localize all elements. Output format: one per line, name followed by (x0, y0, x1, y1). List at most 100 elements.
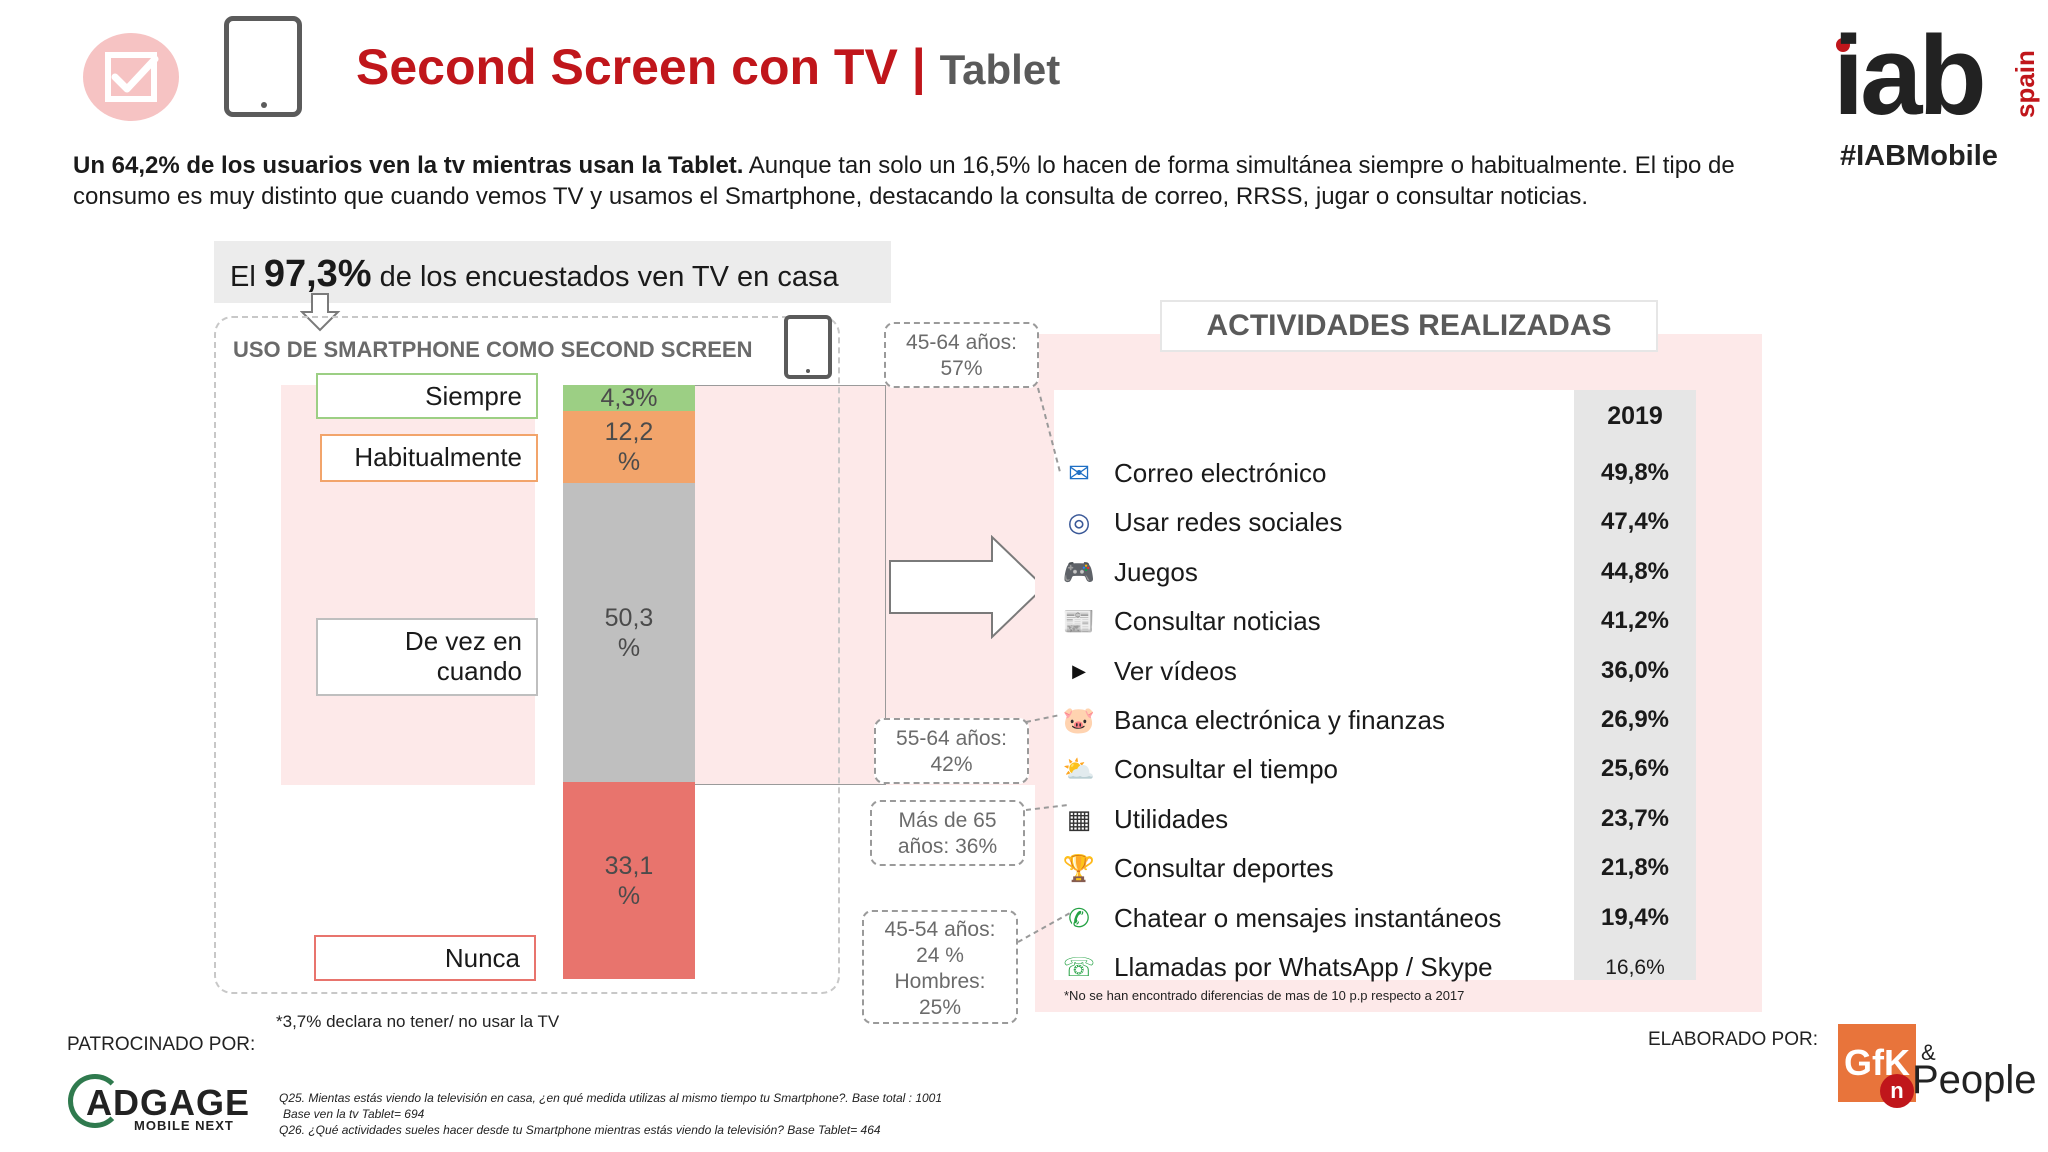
stack-value-label-1: 4,3% (600, 383, 658, 412)
tv-stat: El 97,3% de los encuestados ven TV en ca… (230, 253, 839, 295)
activity-value: 47,4% (1600, 508, 1670, 536)
activity-label: Llamadas por WhatsApp / Skype (1114, 952, 1493, 982)
gamepad-icon: 🎮 (1062, 556, 1096, 587)
activity-value: 36,0% (1600, 656, 1670, 684)
checkbox-icon (83, 33, 179, 121)
page-title: Second Screen con TV | Tablet (356, 39, 1061, 95)
activities-title: ACTIVIDADES REALIZADAS (1160, 300, 1658, 352)
stack-category-label-4: Nunca (314, 935, 536, 981)
stack-segment-3 (563, 483, 695, 783)
connector-vertical (885, 385, 886, 785)
whatsapp-icon: ✆ (1068, 902, 1090, 933)
activity-label: Chatear o mensajes instantáneos (1114, 902, 1502, 933)
weather-icon: ⛅ (1062, 754, 1096, 785)
trophy-icon: 🏆 (1062, 853, 1096, 884)
activity-row: 🎮 Juegos 44,8% (1060, 553, 1696, 593)
activity-row: ✉ Correo electrónico 49,8% (1060, 454, 1696, 494)
activities-table (1054, 390, 1574, 980)
stack-category-label-2: Habitualmente (320, 434, 538, 482)
stack-segment-4 (563, 782, 695, 979)
activity-value: 16,6% (1605, 956, 1665, 979)
activity-label: Usar redes sociales (1114, 507, 1343, 538)
connector-bottom (695, 784, 886, 785)
activity-row: ▶ Ver vídeos 36,0% (1060, 652, 1696, 692)
question-q25-base: Base ven la tv Tablet= 694 (283, 1107, 425, 1121)
adgage-logo-sub: MOBILE NEXT (134, 1118, 234, 1133)
tv-stat-box (214, 241, 891, 303)
intro-rest: Aunque tan solo un 16,5% lo hacen de for… (73, 152, 1735, 210)
year-column-header: 2019 (1607, 402, 1663, 430)
iab-logo: iab (1833, 13, 1987, 138)
big-right-arrow (889, 535, 1046, 639)
connector-top (695, 385, 886, 386)
whatsapp-skype-icon: ☏ (1062, 952, 1096, 982)
stack-value-label-2: 12,2% (604, 417, 654, 476)
activity-row: 🐷 Banca electrónica y finanzas 26,9% (1060, 701, 1696, 741)
age-bubble-4: 45-54 años: 24 % Hombres: 25% (862, 910, 1018, 1024)
elaborated-label: ELABORADO POR: (1648, 1029, 1818, 1050)
section-title: USO DE SMARTPHONE COMO SECOND SCREEN (233, 337, 753, 362)
activities-note: *No se han encontrado diferencias de mas… (1064, 988, 1465, 1003)
question-q25: Q25. Mientas estás viendo la televisión … (279, 1091, 943, 1105)
activity-value: 44,8% (1600, 557, 1670, 585)
activity-label: Ver vídeos (1114, 655, 1237, 686)
social-networks-icon: ◎ (1067, 507, 1091, 538)
stack-category-label-3: De vez en cuando (316, 618, 538, 696)
activity-row: ◎ Usar redes sociales 47,4% (1060, 503, 1696, 543)
activity-label: Banca electrónica y finanzas (1114, 705, 1445, 735)
email-icon: ✉ (1068, 458, 1090, 488)
activity-value: 26,9% (1600, 706, 1670, 733)
adgage-logo-ring (68, 1074, 122, 1128)
people-logo-mark: n (1880, 1074, 1914, 1108)
activity-row: ▦ Utilidades 23,7% (1060, 800, 1696, 840)
activity-row: ✆ Chatear o mensajes instantáneos 19,4% (1060, 899, 1696, 939)
intro-bold: Un 64,2% de los usuarios ven la tv mient… (73, 152, 744, 179)
down-arrow-icon (300, 293, 341, 332)
iab-logo-dot (1836, 38, 1850, 52)
stack-segment-2 (563, 410, 695, 484)
age-bubble-3: Más de 65 años: 36% (870, 800, 1025, 866)
activity-row: 🏆 Consultar deportes 21,8% (1060, 849, 1696, 889)
sponsor-label: PATROCINADO POR: (67, 1034, 256, 1055)
activity-row: ☏ Llamadas por WhatsApp / Skype 16,6% (1060, 948, 1696, 988)
news-icon: 📰 (1062, 606, 1096, 637)
activity-row: ⛅ Consultar el tiempo 25,6% (1060, 750, 1696, 790)
activity-row: 📰 Consultar noticias 41,2% (1060, 602, 1696, 642)
iab-logo-spain: spain (2010, 50, 2040, 118)
piggy-bank-icon: 🐷 (1062, 705, 1096, 735)
activity-value: 23,7% (1600, 804, 1670, 832)
smartphone-usage-panel (214, 316, 840, 994)
page-subtitle: Tablet (939, 46, 1061, 93)
stack-value-label-4: 33,1% (604, 851, 654, 910)
activity-label: Consultar deportes (1114, 853, 1334, 884)
calculator-icon: ▦ (1066, 803, 1092, 834)
activity-label: Juegos (1114, 556, 1198, 587)
people-logo: People (1912, 1058, 2037, 1102)
year-column (1574, 390, 1696, 980)
tv-stat-value: 97,3% (263, 253, 372, 295)
tablet-small-icon (784, 315, 832, 379)
play-icon: ▶ (1072, 660, 1086, 681)
ampersand: & (1921, 1040, 1936, 1065)
age-bubble-2: 55-64 años: 42% (874, 718, 1029, 784)
activity-value: 49,8% (1600, 459, 1670, 486)
activity-label: Consultar noticias (1114, 606, 1321, 637)
tablet-icon (224, 16, 302, 117)
hashtag: #IABMobile (1840, 140, 1998, 172)
activity-label: Utilidades (1114, 803, 1229, 834)
question-q26: Q26. ¿Qué actividades sueles hacer desde… (279, 1123, 881, 1137)
activity-label: Correo electrónico (1114, 458, 1327, 488)
stack-category-label-1: Siempre (316, 373, 538, 419)
stack-segment-1 (563, 385, 695, 411)
activity-label: Consultar el tiempo (1114, 754, 1338, 785)
bubble-leader-lines (1017, 387, 1071, 943)
activity-value: 19,4% (1600, 903, 1670, 931)
intro-text: Un 64,2% de los usuarios ven la tv mient… (73, 150, 1793, 212)
activity-value: 41,2% (1600, 607, 1670, 635)
stack-value-label-3: 50,3% (604, 603, 654, 662)
tv-footnote: *3,7% declara no tener/ no usar la TV (276, 1012, 560, 1031)
activity-value: 21,8% (1600, 854, 1670, 882)
adgage-logo: ADGAGE (86, 1082, 251, 1123)
age-bubble-1: 45-64 años: 57% (884, 322, 1039, 388)
activity-value: 25,6% (1600, 755, 1670, 783)
